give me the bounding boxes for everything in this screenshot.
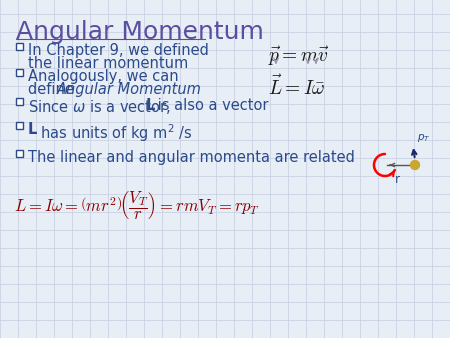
FancyBboxPatch shape — [16, 43, 23, 50]
Text: is also a vector: is also a vector — [153, 98, 269, 113]
Text: $\vec{L} = I\bar{\omega}$: $\vec{L} = I\bar{\omega}$ — [268, 75, 325, 99]
Text: Since $\omega$ is a vector,: Since $\omega$ is a vector, — [28, 98, 172, 116]
FancyBboxPatch shape — [16, 98, 23, 105]
Text: r: r — [395, 173, 400, 186]
FancyBboxPatch shape — [16, 122, 23, 129]
Text: Angular Momentum: Angular Momentum — [16, 20, 264, 44]
Text: has units of kg m$^2$ /s: has units of kg m$^2$ /s — [36, 122, 193, 144]
Text: $L = I\omega = \left(mr^2\right)\!\left(\dfrac{V_T}{r}\right) = rmV_T = rp_T$: $L = I\omega = \left(mr^2\right)\!\left(… — [14, 190, 260, 222]
Text: define: define — [28, 82, 78, 97]
Circle shape — [410, 161, 419, 169]
Text: L: L — [146, 98, 155, 113]
FancyBboxPatch shape — [16, 69, 23, 76]
Text: the linear momentum: the linear momentum — [28, 56, 188, 71]
Text: L: L — [28, 122, 37, 137]
Text: $p_T$: $p_T$ — [417, 132, 431, 144]
Text: The linear and angular momenta are related: The linear and angular momenta are relat… — [28, 150, 355, 165]
Text: In Chapter 9, we defined: In Chapter 9, we defined — [28, 43, 209, 58]
Text: Analogously, we can: Analogously, we can — [28, 69, 179, 84]
Text: Angular Momentum: Angular Momentum — [57, 82, 202, 97]
FancyBboxPatch shape — [16, 150, 23, 157]
Text: $\vec{p} = m\vec{v}$: $\vec{p} = m\vec{v}$ — [268, 45, 329, 68]
